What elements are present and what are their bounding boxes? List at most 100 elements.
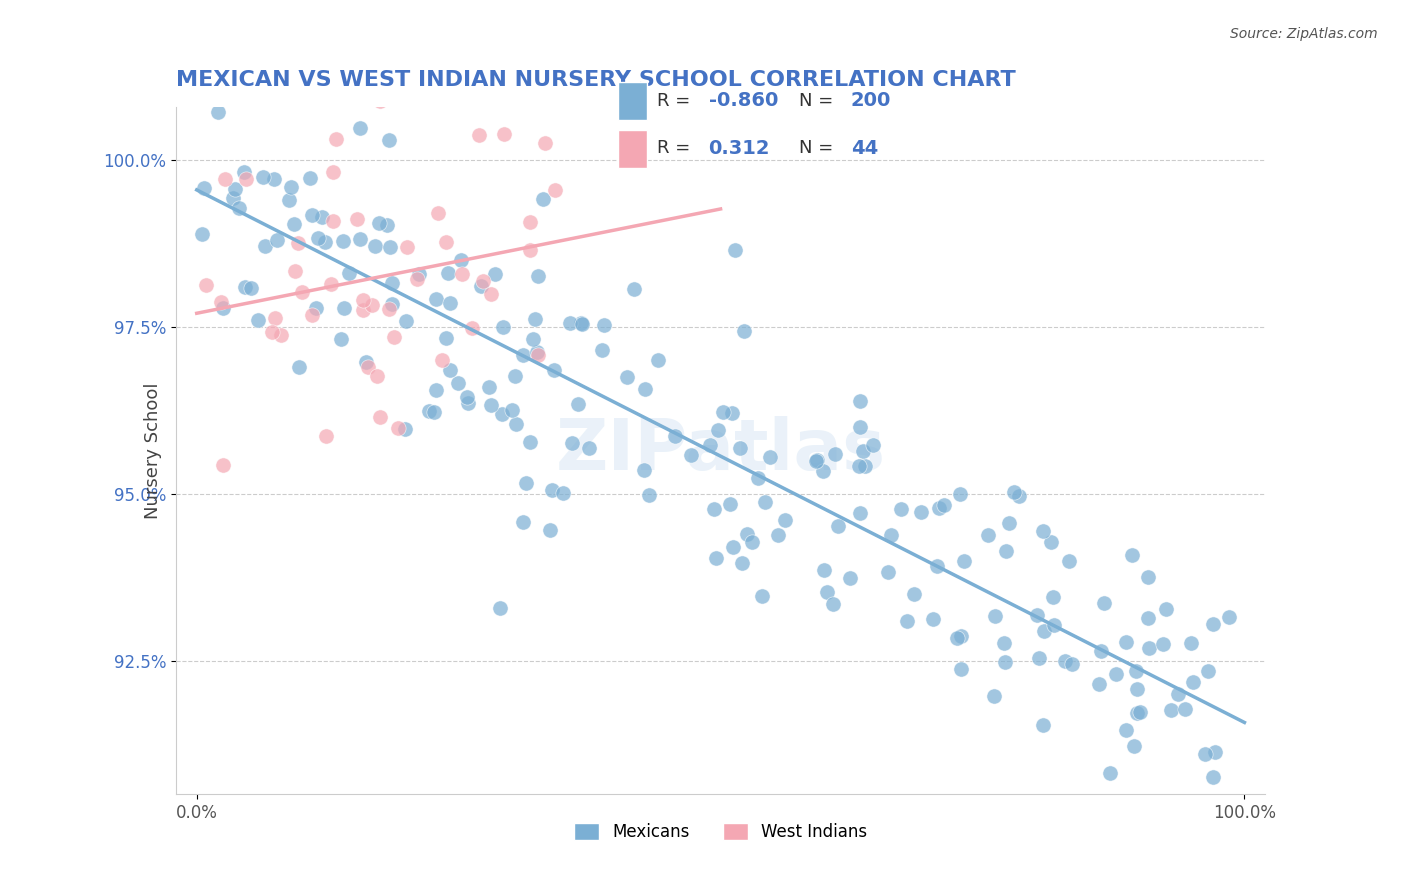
Point (634, 383, 657, 397)
Point (228, 201, 250, 215)
Point (804, 454, 827, 468)
Point (1121, 548, 1143, 562)
Point (387, 421, 409, 435)
Point (439, 296, 461, 310)
Point (224, 182, 246, 196)
Point (848, 458, 870, 473)
Point (633, 462, 655, 476)
Text: MEXICAN VS WEST INDIAN NURSERY SCHOOL CORRELATION CHART: MEXICAN VS WEST INDIAN NURSERY SCHOOL CO… (176, 70, 1015, 90)
Point (284, 264, 307, 278)
Point (287, 235, 309, 250)
Y-axis label: Nursery School: Nursery School (143, 382, 162, 519)
Point (239, 280, 262, 294)
Point (325, 131, 347, 145)
Point (1201, 617, 1223, 632)
Point (823, 597, 845, 611)
Point (352, 293, 374, 308)
Point (382, 330, 405, 344)
Point (1160, 703, 1182, 717)
Point (408, 267, 430, 281)
Point (1115, 635, 1137, 649)
Point (735, 527, 758, 541)
Point (450, 253, 472, 268)
Text: 200: 200 (851, 91, 891, 111)
Point (983, 689, 1005, 703)
Point (1032, 524, 1054, 539)
Point (544, 183, 567, 197)
Point (266, 233, 288, 247)
Point (1008, 489, 1031, 503)
Point (704, 550, 727, 565)
Text: R =: R = (657, 139, 696, 157)
Point (1204, 745, 1226, 759)
Point (322, 165, 344, 179)
Point (806, 452, 828, 467)
Point (319, 277, 342, 292)
Point (1137, 611, 1160, 625)
Point (681, 448, 703, 462)
Point (877, 565, 900, 579)
Point (994, 543, 1017, 558)
Point (451, 267, 474, 281)
Point (209, 295, 232, 310)
Point (280, 180, 302, 194)
Point (329, 332, 352, 346)
Point (949, 662, 972, 676)
Text: N =: N = (799, 139, 839, 157)
Point (301, 209, 323, 223)
Point (470, 279, 492, 293)
Point (492, 320, 515, 334)
Point (561, 436, 583, 450)
Point (1197, 664, 1219, 678)
Point (467, 128, 489, 142)
Point (479, 399, 502, 413)
Point (910, 505, 932, 519)
Point (534, 136, 557, 150)
Point (304, 301, 326, 316)
Point (218, 87, 240, 101)
Point (849, 506, 872, 520)
Point (993, 636, 1015, 650)
Point (519, 243, 541, 257)
Point (815, 585, 838, 599)
Point (1092, 596, 1115, 610)
Point (741, 535, 763, 549)
Point (430, 353, 453, 368)
Point (578, 441, 600, 455)
Point (824, 447, 846, 461)
Point (354, 355, 377, 369)
Point (425, 293, 447, 307)
Point (718, 497, 741, 511)
Point (270, 328, 292, 343)
Point (1136, 569, 1159, 583)
Point (1098, 766, 1121, 780)
Point (1115, 723, 1137, 738)
Point (278, 193, 301, 207)
Point (481, 287, 503, 301)
Point (768, 528, 790, 542)
Point (492, 127, 515, 141)
Point (950, 629, 973, 643)
Point (461, 321, 484, 335)
Point (890, 501, 912, 516)
Point (425, 383, 447, 397)
Point (378, 133, 401, 147)
Point (862, 438, 884, 452)
Point (214, 171, 236, 186)
Point (1042, 590, 1064, 604)
Point (1126, 706, 1149, 720)
Point (949, 487, 972, 501)
Point (395, 314, 418, 328)
Point (1129, 705, 1152, 719)
Point (193, 181, 215, 195)
Point (263, 87, 285, 101)
Point (519, 434, 541, 449)
Point (524, 312, 547, 326)
Point (283, 217, 305, 231)
Point (952, 554, 974, 568)
Point (202, 87, 225, 101)
Point (1042, 617, 1064, 632)
Text: -0.860: -0.860 (709, 91, 778, 111)
Text: Source: ZipAtlas.com: Source: ZipAtlas.com (1230, 27, 1378, 41)
Point (315, 429, 337, 443)
